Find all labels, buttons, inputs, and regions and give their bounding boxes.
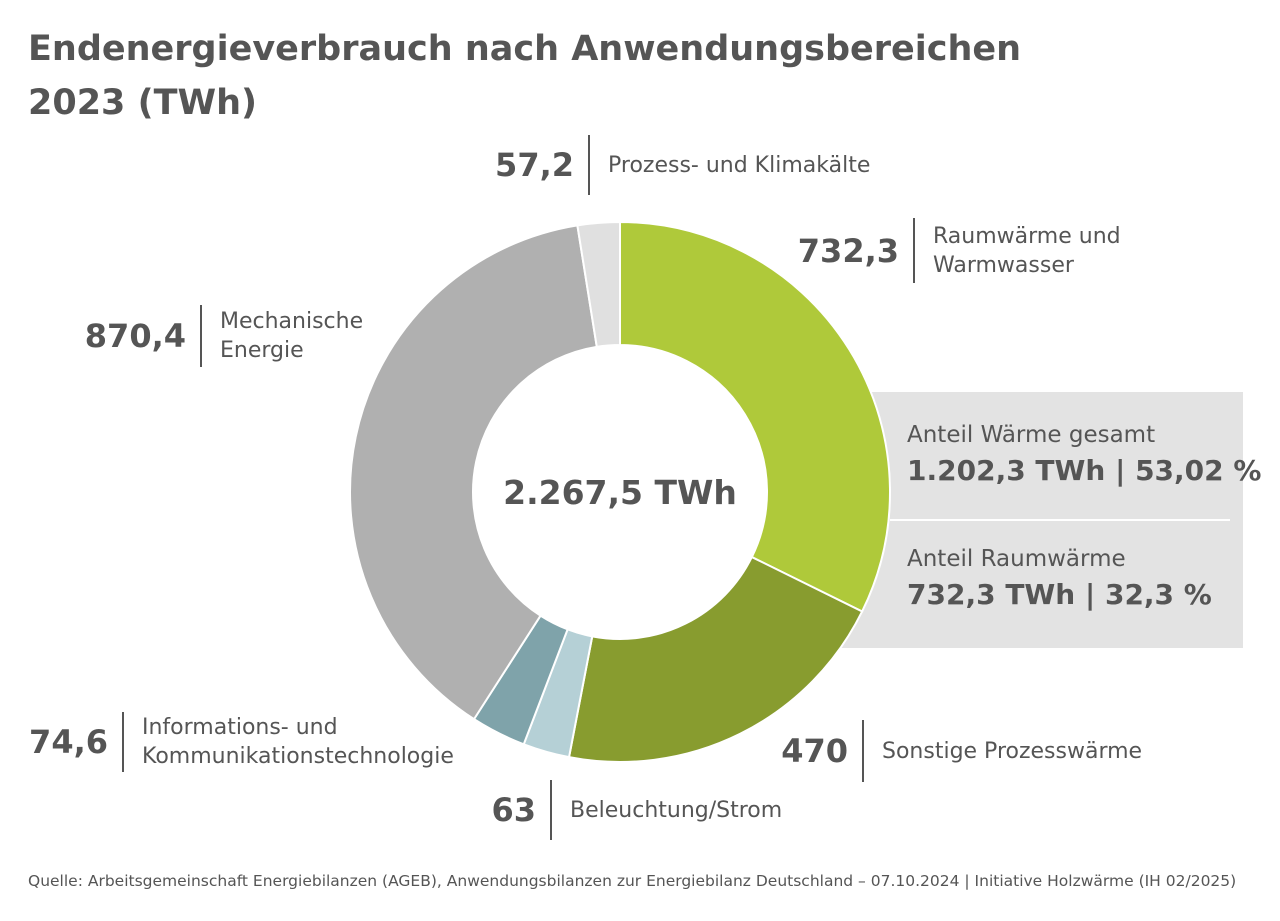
info-title: Anteil Raumwärme <box>907 546 1126 572</box>
donut-slice <box>567 555 864 763</box>
donut-slice <box>349 224 598 721</box>
category-label: Sonstige Prozesswärme <box>882 738 1143 764</box>
label-divider <box>913 218 915 283</box>
category-label: Prozess- und Klimakälte <box>608 152 871 178</box>
center-label: 2.267,5 TWh <box>503 473 737 512</box>
value-label: 470 <box>781 732 848 770</box>
value-label: 74,6 <box>29 723 108 761</box>
label-divider <box>588 135 590 195</box>
source: Quelle: Arbeitsgemeinschaft Energiebilan… <box>28 872 1237 890</box>
category-label: Mechanische Energie <box>220 309 364 363</box>
category-label: Informations- und Kommunikationstechnolo… <box>142 715 454 769</box>
data-label: 57,2 Prozess- und Klimakälte <box>388 135 908 195</box>
info-value: 732,3 TWh | 32,3 % <box>907 578 1212 611</box>
value-label: 870,4 <box>84 317 186 355</box>
donut-slice <box>619 220 891 613</box>
data-label: 74,6 Informations- und Kommunikationstech… <box>0 712 512 772</box>
chart-title: Endenergieverbrauch nach Anwendungsberei… <box>28 29 1022 123</box>
data-label: 63 Beleuchtung/Strom <box>350 780 830 840</box>
data-label: 870,4 Mechanische Energie <box>0 305 390 367</box>
category-label: Beleuchtung/Strom <box>570 797 783 823</box>
info-title: Anteil Wärme gesamt <box>907 422 1156 448</box>
value-label: 57,2 <box>495 146 574 184</box>
info-item: Anteil Raumwärme 732,3 TWh | 32,3 % <box>907 546 1212 611</box>
label-divider <box>550 780 552 840</box>
label-divider <box>200 305 202 367</box>
info-item: Anteil Wärme gesamt 1.202,3 TWh | 53,02 % <box>907 422 1261 487</box>
value-label: 732,3 <box>797 231 899 270</box>
donut-slice <box>576 220 621 348</box>
value-label: 63 <box>491 791 536 829</box>
category-label: Raumwärme und Warmwasser <box>933 223 1121 278</box>
label-divider <box>862 720 864 782</box>
label-divider <box>122 712 124 772</box>
data-label: 470 Sonstige Prozesswärme <box>662 720 1182 782</box>
data-label: 732,3 Raumwärme und Warmwasser <box>713 218 1143 283</box>
info-value: 1.202,3 TWh | 53,02 % <box>907 454 1262 487</box>
